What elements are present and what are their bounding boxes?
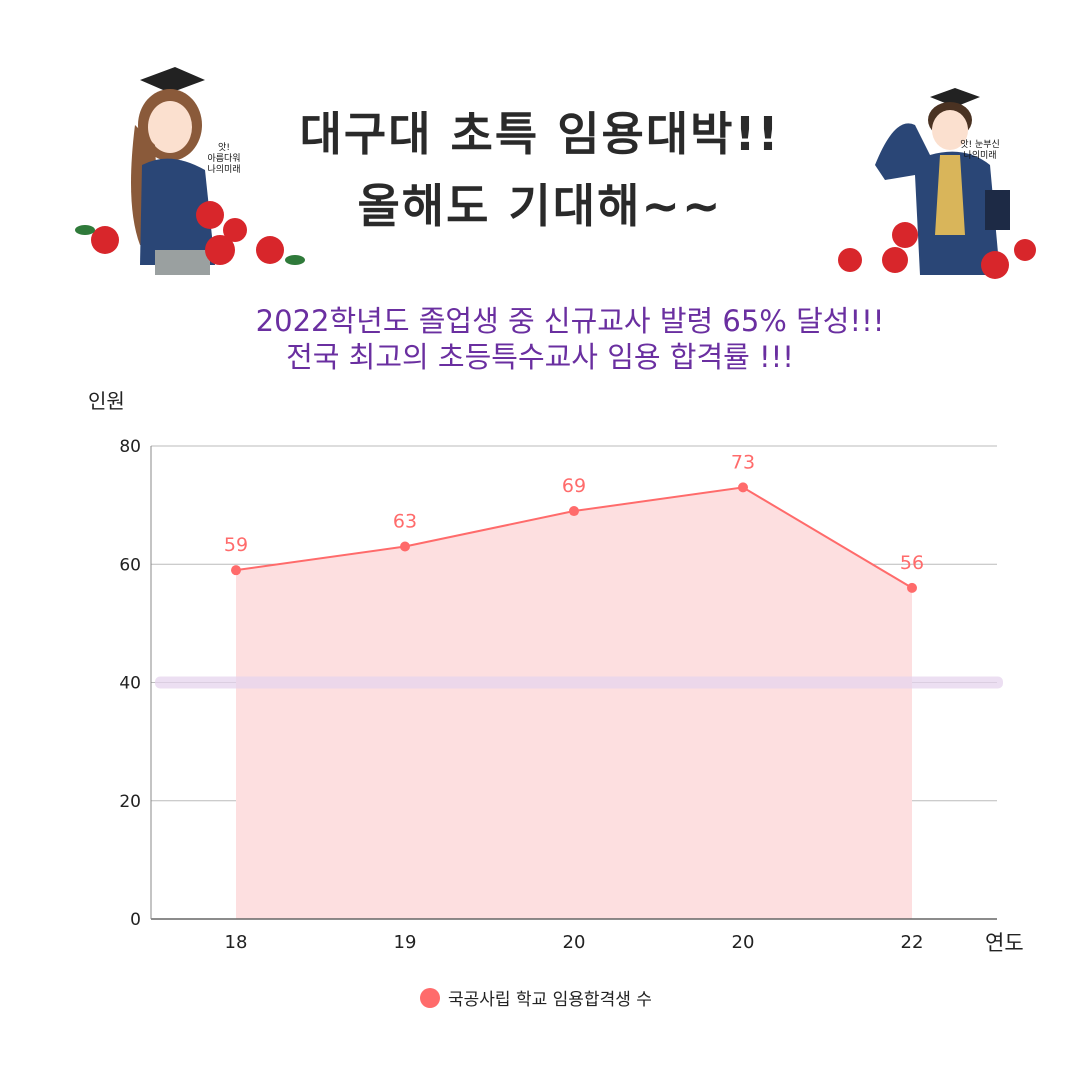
y-axis-label: 인원	[88, 389, 125, 413]
headline-line-2: 올해도 기대해~~	[357, 179, 723, 233]
data-label: 59	[224, 534, 248, 556]
data-label: 73	[731, 451, 755, 473]
y-tick-label: 0	[130, 910, 141, 930]
area-fill	[236, 487, 912, 919]
graduate-boy-illustration	[838, 88, 1036, 279]
legend: 국공사립 학교 임용합격생 수	[420, 985, 652, 1010]
x-tick-label: 19	[394, 932, 417, 953]
subtitle-line-2: 전국 최고의 초등특수교사 임용 합격률 !!!	[286, 340, 794, 374]
data-label: 69	[562, 475, 586, 497]
y-tick-label: 80	[119, 437, 141, 457]
legend-label: 국공사립 학교 임용합격생 수	[448, 990, 652, 1010]
data-label: 63	[393, 511, 417, 533]
data-point	[231, 565, 241, 576]
data-point	[738, 482, 748, 493]
x-axis-label: 연도	[985, 931, 1024, 955]
x-tick-label: 20	[563, 932, 586, 953]
data-point	[907, 582, 917, 593]
highlight-band-40	[155, 676, 1003, 689]
graduate-girl-illustration	[75, 67, 305, 275]
x-tick-label: 20	[732, 932, 755, 953]
headline-line-1: 대구대 초특 임용대박!!	[299, 107, 781, 161]
data-point	[400, 541, 410, 552]
y-tick-label: 60	[119, 555, 141, 575]
boy-caption-lettering: 앗! 눈부신 나의미래	[960, 140, 1000, 161]
legend-marker	[420, 987, 440, 1008]
data-label: 56	[900, 552, 924, 574]
x-tick-label: 18	[225, 932, 248, 953]
girl-caption-lettering: 앗! 아름다워 나의미래	[207, 143, 241, 175]
x-tick-label: 22	[901, 932, 924, 953]
y-tick-label: 20	[119, 792, 141, 812]
subtitle-line-1: 2022학년도 졸업생 중 신규교사 발령 65% 달성!!!	[255, 304, 885, 338]
y-tick-label: 40	[119, 674, 141, 694]
data-point	[569, 506, 579, 517]
